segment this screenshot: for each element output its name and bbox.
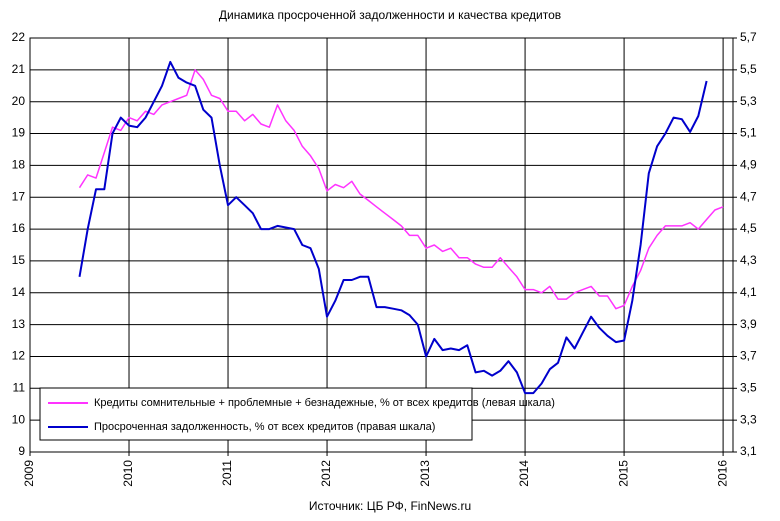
y2-tick-label: 5,7: [740, 30, 757, 44]
series-line: [78, 69, 724, 310]
y2-tick-label: 4,1: [740, 285, 757, 299]
legend-box: [39, 387, 473, 441]
x-tick-label: 2016: [715, 460, 729, 487]
y-tick-label: 10: [12, 412, 26, 426]
y2-tick-label: 5,3: [740, 94, 757, 108]
y-tick-label: 16: [12, 221, 26, 235]
series-line: [78, 60, 708, 395]
y-tick-label: 20: [12, 94, 26, 108]
y2-tick-label: 3,1: [740, 444, 757, 458]
y-tick-label: 15: [12, 253, 26, 267]
y-tick-label: 18: [12, 158, 26, 172]
y2-tick-label: 5,5: [740, 62, 757, 76]
x-tick-label: 2015: [616, 460, 630, 487]
y-tick-label: 11: [13, 380, 26, 394]
y2-tick-label: 4,9: [740, 158, 757, 172]
source-note: Источник: ЦБ РФ, FinNews.ru: [309, 499, 471, 513]
x-tick-label: 2010: [121, 460, 135, 487]
y-tick-label: 19: [12, 126, 26, 140]
y2-tick-label: 3,7: [740, 349, 757, 363]
x-tick-label: 2013: [418, 460, 432, 487]
y2-tick-label: 3,3: [740, 412, 757, 426]
x-tick-label: 2014: [517, 460, 531, 487]
legend-label: Просроченная задолженность, % от всех кр…: [94, 421, 435, 433]
y2-tick-label: 5,1: [740, 126, 757, 140]
x-tick-label: 2011: [220, 460, 234, 486]
x-tick-label: 2009: [22, 460, 36, 487]
plot-frame: [29, 37, 734, 453]
legend-label: Кредиты сомнительные + проблемные + безн…: [94, 397, 555, 409]
y-tick-label: 12: [12, 349, 26, 363]
y-tick-label: 9: [18, 444, 25, 458]
y-tick-label: 14: [12, 285, 26, 299]
y2-tick-label: 4,5: [740, 221, 757, 235]
chart-title: Динамика просроченной задолженности и ка…: [219, 8, 561, 22]
y2-tick-label: 3,9: [740, 317, 757, 331]
y-tick-label: 21: [12, 62, 26, 76]
y2-tick-label: 4,3: [740, 253, 757, 267]
y-tick-label: 17: [12, 189, 26, 203]
y2-tick-label: 4,7: [740, 189, 757, 203]
y-tick-label: 13: [12, 317, 26, 331]
x-tick-label: 2012: [319, 460, 333, 487]
y-tick-label: 22: [12, 30, 26, 44]
y2-tick-label: 3,5: [740, 380, 757, 394]
